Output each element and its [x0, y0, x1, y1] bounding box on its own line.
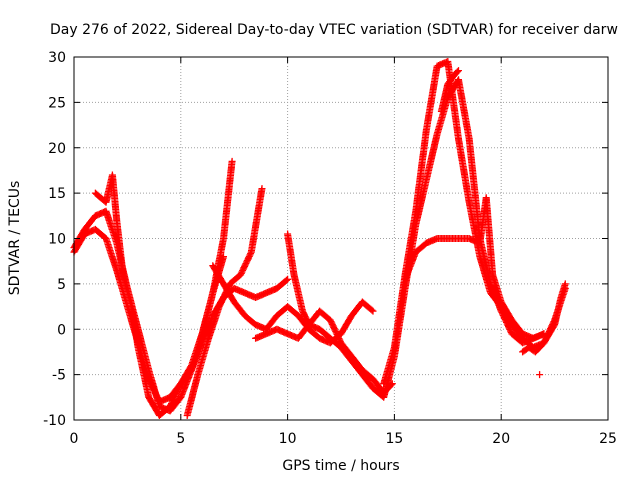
- y-tick-label: -5: [52, 368, 66, 384]
- series-track-i: [401, 194, 548, 342]
- series-track-k: [519, 280, 569, 356]
- x-axis-label: GPS time / hours: [282, 458, 399, 474]
- y-tick-label: 20: [48, 141, 66, 157]
- x-tick-label: 25: [599, 431, 617, 447]
- series-track-d: [183, 185, 266, 419]
- grid-layer: [74, 57, 608, 420]
- x-tick-label: 5: [176, 431, 185, 447]
- data-point: [228, 157, 236, 165]
- axis-layer: 0 5 10 15 20 25 -10 -5 0 5 10 15 20 25 30: [43, 50, 617, 447]
- data-point: [561, 280, 569, 288]
- x-tick-label: 20: [492, 431, 510, 447]
- data-point: [369, 307, 377, 315]
- series-track-j: [437, 67, 462, 115]
- series-layer: [70, 58, 569, 419]
- data-point: [282, 276, 290, 284]
- y-tick-label: 0: [57, 322, 66, 338]
- y-axis-label: SDTVAR / TECUs: [7, 181, 23, 296]
- x-tick-label: 0: [70, 431, 79, 447]
- data-point: [284, 275, 292, 283]
- data-point: [368, 306, 376, 314]
- data-point: [453, 68, 461, 76]
- series-track-l: [536, 371, 544, 379]
- y-tick-label: 15: [48, 186, 66, 202]
- y-tick-label: 10: [48, 232, 66, 248]
- y-tick-label: 25: [48, 95, 66, 111]
- series-track-c: [91, 157, 236, 419]
- data-point: [536, 371, 544, 379]
- x-tick-label: 10: [279, 431, 297, 447]
- chart-title: Day 276 of 2022, Sidereal Day-to-day VTE…: [50, 22, 618, 38]
- x-tick-label: 15: [385, 431, 403, 447]
- y-tick-label: -10: [43, 413, 66, 429]
- y-tick-label: 5: [57, 277, 66, 293]
- y-tick-label: 30: [48, 50, 66, 66]
- data-point: [258, 185, 266, 193]
- data-point: [455, 67, 462, 75]
